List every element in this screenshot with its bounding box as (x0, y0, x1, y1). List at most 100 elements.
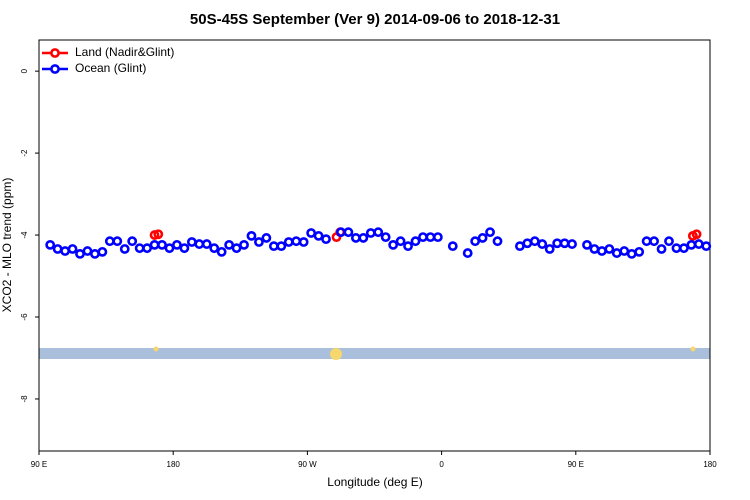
data-point (75, 249, 85, 259)
data-point (641, 236, 652, 247)
x-tick-label: 180 (167, 460, 181, 469)
y-tick-label: -6 (20, 313, 29, 321)
x-tick-label: 0 (439, 460, 444, 469)
legend-marker (50, 64, 60, 74)
data-point (432, 232, 443, 242)
data-point (194, 239, 205, 249)
data-point (425, 232, 436, 242)
data-point (350, 233, 361, 243)
data-point (298, 237, 309, 247)
data-point (403, 241, 413, 252)
data-point (529, 236, 540, 247)
data-point (485, 227, 495, 238)
data-point (104, 236, 115, 247)
data-point (157, 239, 167, 250)
data-point (522, 238, 533, 249)
data-point (134, 243, 145, 254)
data-point (127, 236, 138, 247)
data-point (231, 243, 242, 254)
data-point (52, 244, 63, 254)
data-point (209, 243, 220, 254)
data-point (611, 248, 622, 258)
data-point (186, 237, 197, 247)
data-point (656, 244, 667, 254)
legend-marker (50, 48, 60, 58)
data-point (261, 233, 272, 243)
data-point (246, 230, 257, 241)
data-point (559, 238, 570, 249)
data-point (582, 239, 592, 250)
data-point (358, 233, 369, 243)
data-point (596, 246, 607, 256)
y-tick-label: 0 (20, 68, 29, 73)
y-tick-label: -8 (20, 395, 29, 403)
data-point (268, 241, 279, 252)
data-point (119, 244, 130, 254)
data-point (514, 241, 525, 252)
data-point (291, 236, 302, 247)
y-tick-label: -2 (20, 149, 29, 157)
data-point (179, 243, 190, 254)
data-point (149, 239, 160, 250)
data-point (388, 239, 399, 250)
data-point (164, 243, 175, 254)
land-marker (153, 346, 159, 352)
data-point (321, 234, 331, 245)
data-point (462, 248, 473, 258)
x-tick-label: 180 (703, 460, 717, 469)
data-point (492, 236, 503, 247)
data-point (649, 236, 659, 247)
data-point (343, 227, 354, 238)
data-point (254, 237, 264, 247)
data-point (201, 239, 212, 249)
data-point (671, 243, 682, 254)
data-point (336, 227, 346, 238)
data-point (626, 249, 637, 259)
data-point (410, 236, 421, 247)
x-tick-label: 90 E (31, 460, 47, 469)
data-point (283, 237, 294, 247)
land-marker (330, 348, 342, 360)
data-point (686, 239, 697, 250)
data-point (45, 239, 56, 250)
data-point (306, 228, 317, 238)
data-point (313, 230, 324, 241)
x-tick-label: 90 E (568, 460, 584, 469)
data-point (373, 227, 384, 238)
y-tick-label: -4 (20, 231, 29, 239)
data-point (60, 246, 70, 256)
surface-band (39, 348, 710, 359)
x-tick-label: 90 W (298, 460, 317, 469)
data-point (380, 232, 391, 242)
data-point (589, 244, 600, 254)
data-point (664, 236, 674, 247)
data-point (224, 239, 235, 250)
data-point (679, 243, 689, 254)
data-point (447, 241, 458, 252)
data-point (634, 246, 645, 257)
data-point (604, 244, 615, 254)
data-point (67, 244, 78, 254)
data-point (552, 238, 563, 249)
data-point (395, 236, 406, 247)
data-point (567, 239, 577, 249)
data-point (470, 236, 481, 247)
y-axis-label: XCO2 - MLO trend (ppm) (0, 178, 14, 313)
data-point (276, 241, 287, 252)
data-point (365, 228, 376, 238)
legend-label: Land (Nadir&Glint) (75, 45, 174, 59)
x-axis-label: Longitude (deg E) (327, 475, 422, 489)
data-point (239, 239, 249, 250)
data-point (90, 249, 100, 259)
data-point (544, 244, 555, 254)
data-point (142, 243, 153, 254)
data-point (537, 239, 548, 249)
data-point (172, 239, 182, 250)
legend-label: Ocean (Glint) (75, 61, 146, 75)
land-marker (690, 346, 696, 352)
data-point (153, 229, 164, 240)
data-point (701, 241, 712, 252)
data-point (693, 239, 704, 249)
data-point (112, 236, 123, 247)
data-point (418, 232, 428, 242)
